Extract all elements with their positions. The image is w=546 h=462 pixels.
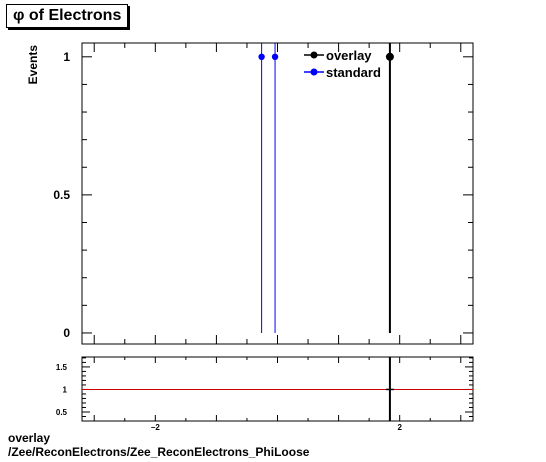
legend-entry: overlay: [326, 48, 372, 63]
main-plot-frame: [81, 42, 474, 345]
y-tick-label: 0: [63, 326, 70, 340]
footer-label: overlay: [8, 431, 51, 445]
ratio-plot: 0.5 1 1.5 −2 2: [56, 356, 474, 432]
y-axis-label: Events: [26, 45, 40, 85]
data-point: [385, 52, 394, 61]
y-tick-label: 1: [63, 50, 70, 64]
ratio-x-tick-label: −2: [151, 423, 161, 432]
legend-entry: standard: [326, 65, 381, 80]
legend-marker: [310, 68, 318, 76]
ratio-y-tick-label: 1.5: [56, 363, 68, 372]
y-tick-label: 0.5: [53, 188, 70, 202]
legend: overlay standard: [304, 48, 381, 80]
footer-path: /Zee/ReconElectrons/Zee_ReconElectrons_P…: [8, 445, 310, 459]
data-point: [258, 53, 265, 61]
ratio-x-tick-label: 2: [397, 423, 402, 432]
ratio-y-tick-label: 0.5: [56, 408, 68, 417]
legend-marker: [310, 51, 318, 59]
chart-title: φ of Electrons: [6, 4, 129, 28]
data-point: [271, 53, 279, 61]
main-plot: 0 0.5 1 Events overlay standard: [26, 42, 474, 345]
ratio-y-tick-label: 1: [63, 385, 68, 394]
